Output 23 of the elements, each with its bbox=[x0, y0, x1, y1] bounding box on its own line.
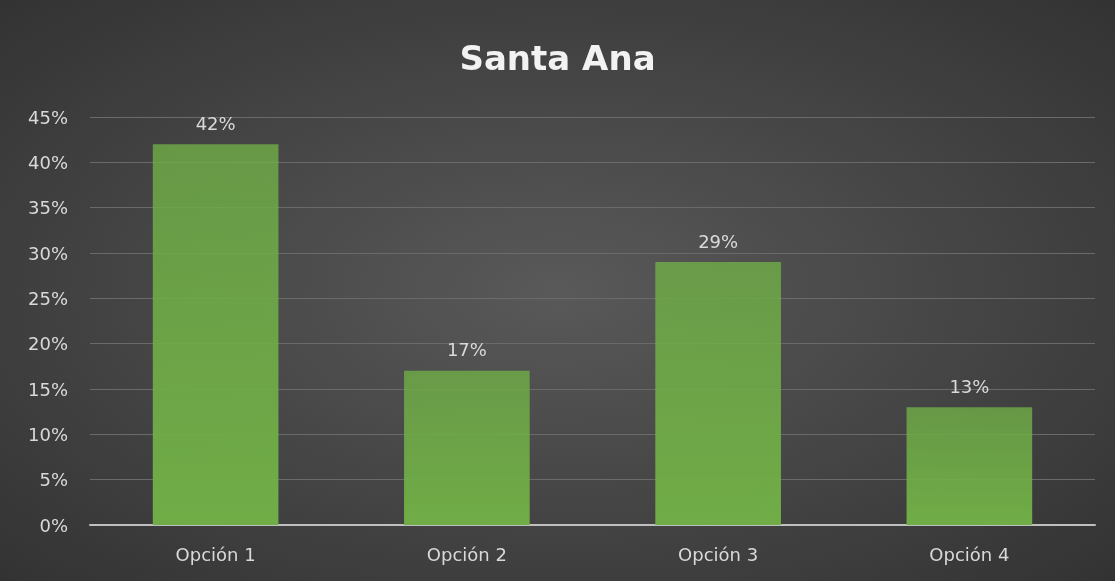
x-tick-label: Opción 1 bbox=[175, 543, 256, 565]
bar bbox=[906, 407, 1033, 525]
y-tick-label: 15% bbox=[27, 378, 68, 400]
y-tick-label: 45% bbox=[27, 106, 68, 128]
y-tick-label: 35% bbox=[27, 197, 68, 219]
data-label: 13% bbox=[949, 375, 990, 397]
bar bbox=[404, 370, 530, 525]
x-tick-label: Opción 3 bbox=[678, 543, 759, 565]
data-label: 29% bbox=[698, 230, 739, 252]
x-tick-label: Opción 4 bbox=[929, 543, 1010, 565]
chart-title: Santa Ana bbox=[459, 38, 656, 78]
y-tick-label: 10% bbox=[27, 423, 68, 445]
data-label: 17% bbox=[446, 339, 487, 361]
bar bbox=[152, 144, 279, 525]
y-tick-label: 5% bbox=[39, 469, 68, 491]
data-label: 42% bbox=[195, 112, 236, 134]
y-tick-label: 30% bbox=[27, 242, 68, 264]
y-tick-label: 25% bbox=[27, 287, 68, 309]
y-tick-label: 20% bbox=[27, 333, 68, 355]
x-tick-label: Opción 2 bbox=[426, 543, 507, 565]
bar bbox=[655, 262, 781, 525]
y-tick-label: 40% bbox=[27, 151, 68, 173]
y-tick-label: 0% bbox=[39, 514, 68, 536]
